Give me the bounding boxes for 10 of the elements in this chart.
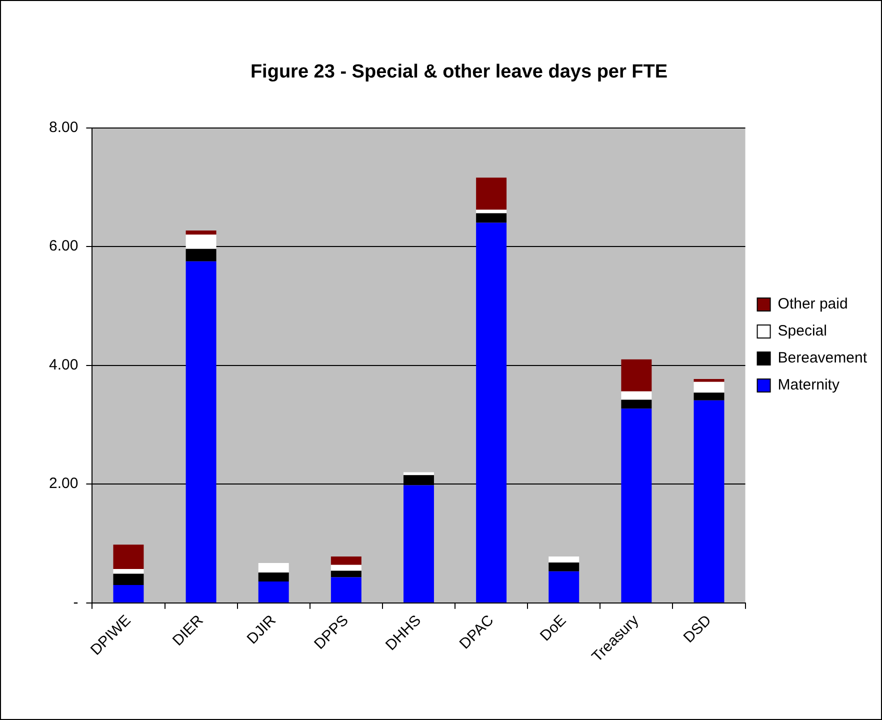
y-tick-label: 6.00 — [48, 238, 78, 255]
legend-label: Other paid — [778, 296, 848, 313]
y-tick-label: 8.00 — [48, 118, 78, 136]
chart-title: Figure 23 - Special & other leave days per FTE — [250, 62, 668, 83]
legend-label: Bereavement — [778, 350, 868, 367]
y-tick-label: 4.00 — [48, 356, 78, 374]
y-tick-label: - — [73, 594, 78, 611]
legend-label: Special — [778, 322, 827, 340]
legend-label: Maternity — [778, 376, 840, 394]
y-tick-label: 2.00 — [48, 475, 78, 492]
